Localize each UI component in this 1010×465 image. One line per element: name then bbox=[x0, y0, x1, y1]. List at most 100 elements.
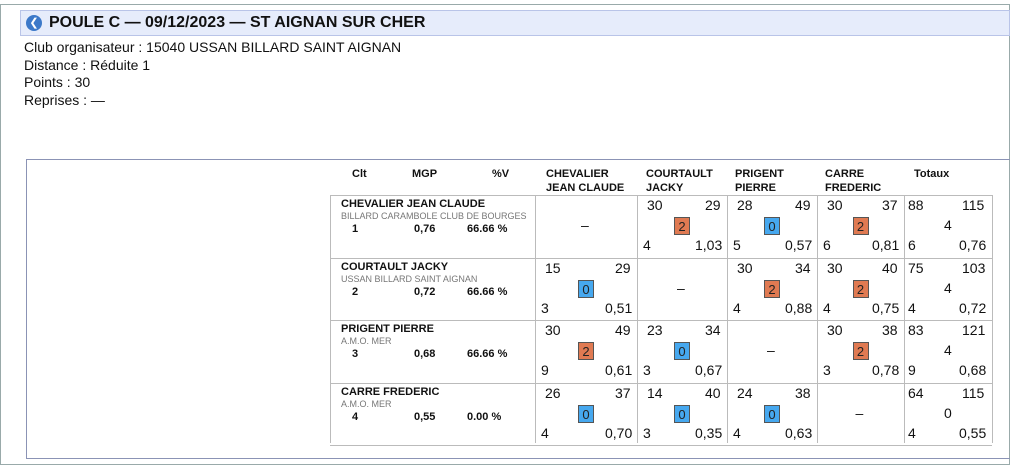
match-moyenne: 0,70 bbox=[605, 425, 633, 441]
match-points-badge: 2 bbox=[852, 280, 869, 298]
match-distance: 37 bbox=[882, 197, 898, 213]
match-moyenne: 0,57 bbox=[785, 237, 813, 253]
match-points: 30 bbox=[647, 197, 663, 213]
match-moyenne: 0,81 bbox=[872, 237, 900, 253]
empty-cell-dash: – bbox=[581, 217, 589, 233]
match-reprises: 4 bbox=[733, 300, 741, 316]
poule-header: ❮ POULE C — 09/12/2023 — ST AIGNAN SUR C… bbox=[20, 10, 1010, 36]
reprises: Reprises : — bbox=[24, 91, 105, 108]
match-points: 30 bbox=[545, 322, 561, 338]
match-distance: 49 bbox=[615, 322, 631, 338]
row-divider bbox=[330, 383, 992, 384]
row-divider bbox=[330, 320, 992, 321]
match-points: 14 bbox=[647, 385, 663, 401]
col-clt: Clt bbox=[352, 168, 367, 180]
total-points: 88 bbox=[908, 197, 924, 213]
match-distance: 34 bbox=[705, 322, 721, 338]
col-divider bbox=[637, 195, 638, 443]
match-points: 28 bbox=[737, 197, 753, 213]
match-distance: 34 bbox=[795, 260, 811, 276]
total-moyenne: 0,68 bbox=[959, 362, 987, 378]
match-points: 26 bbox=[545, 385, 561, 401]
total-match-points: 4 bbox=[944, 342, 952, 358]
match-distance: 49 bbox=[795, 197, 811, 213]
match-reprises: 3 bbox=[541, 300, 549, 316]
total-points: 83 bbox=[908, 322, 924, 338]
player-mgp: 0,68 bbox=[414, 348, 436, 360]
col-player-3: PRIGENT PIERRE bbox=[735, 168, 784, 194]
results-panel bbox=[26, 159, 1010, 459]
match-points: 30 bbox=[827, 260, 843, 276]
points: Points : 30 bbox=[24, 74, 91, 90]
total-distance: 121 bbox=[962, 322, 986, 338]
match-distance: 40 bbox=[705, 385, 721, 401]
match-points: 23 bbox=[647, 322, 663, 338]
row-divider bbox=[330, 258, 992, 259]
col-divider bbox=[330, 195, 331, 443]
player-rank: 2 bbox=[352, 286, 359, 298]
player-pv: 66.66 % bbox=[467, 348, 508, 360]
match-points-badge: 0 bbox=[578, 405, 594, 423]
page-title: POULE C — 09/12/2023 — ST AIGNAN SUR CHE… bbox=[49, 14, 426, 31]
match-moyenne: 1,03 bbox=[695, 237, 723, 253]
match-moyenne: 0,78 bbox=[872, 362, 900, 378]
total-match-points: 0 bbox=[944, 405, 952, 421]
match-points-badge: 2 bbox=[578, 342, 594, 360]
player-club: USSAN BILLARD SAINT AIGNAN bbox=[341, 274, 478, 284]
match-points-badge: 2 bbox=[764, 280, 780, 298]
match-points-badge: 2 bbox=[674, 217, 690, 235]
match-reprises: 9 bbox=[541, 362, 549, 378]
player-rank: 3 bbox=[352, 348, 359, 360]
match-points-badge: 0 bbox=[674, 405, 690, 423]
player-name: CHEVALIER JEAN CLAUDE bbox=[341, 198, 486, 210]
match-moyenne: 0,63 bbox=[785, 425, 813, 441]
match-points-badge: 2 bbox=[852, 217, 869, 235]
total-points: 75 bbox=[908, 260, 924, 276]
col-pv: %V bbox=[492, 168, 510, 180]
match-distance: 38 bbox=[795, 385, 811, 401]
col-divider bbox=[817, 195, 818, 443]
col-divider bbox=[992, 195, 993, 443]
match-distance: 40 bbox=[882, 260, 898, 276]
player-club: BILLARD CARAMBOLE CLUB DE BOURGES bbox=[341, 211, 527, 221]
player-club: A.M.O. MER bbox=[341, 336, 392, 346]
player-name: COURTAULT JACKY bbox=[341, 261, 449, 273]
match-reprises: 6 bbox=[823, 237, 831, 253]
match-distance: 38 bbox=[882, 322, 898, 338]
match-moyenne: 0,51 bbox=[605, 300, 633, 316]
match-distance: 37 bbox=[615, 385, 631, 401]
match-moyenne: 0,35 bbox=[695, 425, 723, 441]
player-pv: 66.66 % bbox=[467, 223, 508, 235]
match-reprises: 3 bbox=[643, 362, 651, 378]
empty-cell-dash: – bbox=[677, 280, 685, 296]
col-divider bbox=[904, 195, 905, 443]
match-reprises: 4 bbox=[733, 425, 741, 441]
col-totaux: Totaux bbox=[914, 168, 950, 180]
match-reprises: 5 bbox=[733, 237, 741, 253]
match-points-badge: 2 bbox=[852, 342, 869, 360]
match-points: 15 bbox=[545, 260, 561, 276]
back-arrow-icon[interactable]: ❮ bbox=[26, 15, 42, 31]
match-distance: 29 bbox=[705, 197, 721, 213]
col-divider bbox=[535, 195, 536, 443]
player-pv: 66.66 % bbox=[467, 286, 508, 298]
match-reprises: 4 bbox=[823, 300, 831, 316]
match-points: 24 bbox=[737, 385, 753, 401]
total-match-points: 4 bbox=[944, 217, 952, 233]
player-pv: 0.00 % bbox=[467, 411, 502, 423]
total-reprises: 6 bbox=[908, 237, 916, 253]
match-points-badge: 0 bbox=[578, 280, 594, 298]
empty-cell-dash: – bbox=[855, 405, 864, 421]
match-moyenne: 0,75 bbox=[872, 300, 900, 316]
row-divider bbox=[330, 195, 992, 196]
match-distance: 29 bbox=[615, 260, 631, 276]
player-name: CARRE FREDERIC bbox=[341, 386, 440, 398]
col-mgp: MGP bbox=[412, 168, 438, 180]
col-divider bbox=[727, 195, 728, 443]
empty-cell-dash: – bbox=[767, 342, 775, 358]
total-match-points: 4 bbox=[944, 280, 952, 296]
match-points: 30 bbox=[827, 322, 843, 338]
total-distance: 115 bbox=[962, 197, 985, 213]
match-moyenne: 0,88 bbox=[785, 300, 813, 316]
match-points-badge: 0 bbox=[764, 217, 780, 235]
